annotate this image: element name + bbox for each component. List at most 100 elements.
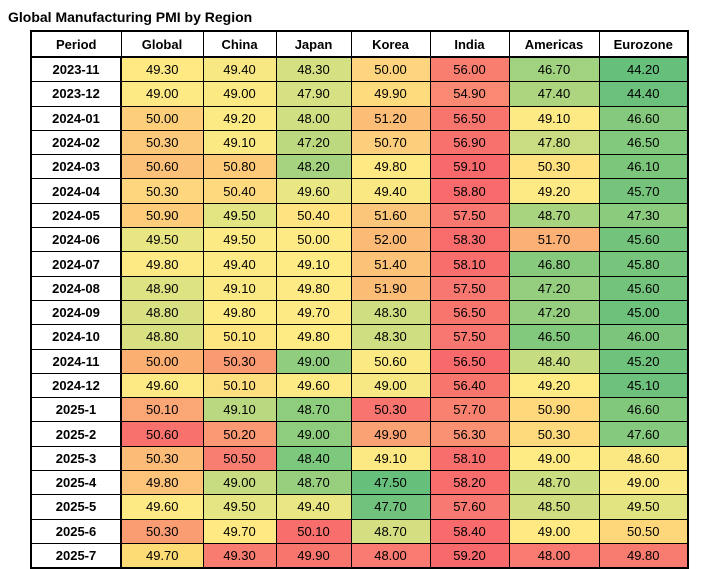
- value-cell-americas: 46.50: [508, 324, 600, 350]
- period-cell: 2025-4: [30, 470, 122, 496]
- value-cell-india: 56.40: [429, 372, 510, 399]
- value-cell-americas: 48.70: [508, 202, 600, 229]
- value-cell-china: 49.40: [202, 56, 277, 83]
- period-cell: 2025-6: [30, 518, 122, 544]
- value-cell-japan: 48.70: [275, 470, 352, 496]
- period-cell: 2025-1: [30, 397, 122, 423]
- table-header: Period Global China Japan Korea India Americas…: [30, 30, 689, 58]
- value-cell-china: 49.00: [202, 470, 277, 496]
- value-cell-korea: 49.10: [350, 445, 431, 472]
- value-cell-global: 49.60: [120, 494, 204, 520]
- value-cell-americas: 46.70: [508, 56, 600, 83]
- value-cell-korea: 48.30: [350, 299, 431, 326]
- value-cell-china: 49.20: [202, 105, 277, 131]
- value-cell-china: 50.30: [202, 348, 277, 374]
- table-row: 2024-11 50.00 50.30 49.00 50.60 56.50 48.40 45.…: [30, 348, 689, 374]
- table-row: 2024-09 48.80 49.80 49.70 48.30 56.50 47.20 45.…: [30, 299, 689, 326]
- value-cell-global: 48.80: [120, 324, 204, 350]
- value-cell-americas: 51.70: [508, 227, 600, 253]
- value-cell-korea: 51.20: [350, 105, 431, 131]
- value-cell-india: 56.50: [429, 299, 510, 326]
- value-cell-global: 50.00: [120, 348, 204, 374]
- value-cell-china: 49.40: [202, 251, 277, 277]
- table-row: 2025-5 49.60 49.50 49.40 47.70 57.60 48.50 49.5…: [30, 494, 689, 520]
- value-cell-eurozone: 44.20: [598, 56, 689, 83]
- value-cell-india: 56.90: [429, 129, 510, 156]
- value-cell-global: 50.30: [120, 129, 204, 156]
- value-cell-global: 49.80: [120, 251, 204, 277]
- value-cell-india: 58.10: [429, 251, 510, 277]
- value-cell-china: 49.50: [202, 227, 277, 253]
- value-cell-china: 49.10: [202, 129, 277, 156]
- value-cell-korea: 49.00: [350, 372, 431, 399]
- value-cell-eurozone: 46.60: [598, 105, 689, 131]
- value-cell-japan: 49.00: [275, 421, 352, 447]
- value-cell-india: 57.50: [429, 324, 510, 350]
- value-cell-korea: 47.70: [350, 494, 431, 520]
- value-cell-china: 50.80: [202, 154, 277, 180]
- table-row: 2025-4 49.80 49.00 48.70 47.50 58.20 48.70 49.0…: [30, 470, 689, 496]
- period-cell: 2025-2: [30, 421, 122, 447]
- period-cell: 2023-11: [30, 56, 122, 83]
- value-cell-americas: 47.80: [508, 129, 600, 156]
- value-cell-china: 49.10: [202, 275, 277, 301]
- value-cell-eurozone: 46.60: [598, 397, 689, 423]
- value-cell-americas: 48.50: [508, 494, 600, 520]
- value-cell-china: 50.50: [202, 445, 277, 472]
- value-cell-global: 50.10: [120, 397, 204, 423]
- value-cell-eurozone: 45.80: [598, 251, 689, 277]
- value-cell-korea: 51.60: [350, 202, 431, 229]
- value-cell-eurozone: 49.80: [598, 542, 689, 569]
- value-cell-eurozone: 46.10: [598, 154, 689, 180]
- pmi-heatmap-table: Period Global China Japan Korea India Americas…: [30, 30, 689, 569]
- value-cell-global: 49.80: [120, 470, 204, 496]
- page-title: Global Manufacturing PMI by Region: [8, 9, 253, 25]
- value-cell-global: 49.00: [120, 81, 204, 107]
- value-cell-americas: 49.00: [508, 518, 600, 544]
- table-row: 2023-12 49.00 49.00 47.90 49.90 54.90 47.40 44.…: [30, 81, 689, 107]
- value-cell-japan: 50.10: [275, 518, 352, 544]
- value-cell-korea: 50.00: [350, 56, 431, 83]
- value-cell-americas: 49.10: [508, 105, 600, 131]
- value-cell-china: 49.00: [202, 81, 277, 107]
- value-cell-india: 59.10: [429, 154, 510, 180]
- period-cell: 2023-12: [30, 81, 122, 107]
- value-cell-korea: 48.30: [350, 324, 431, 350]
- value-cell-korea: 52.00: [350, 227, 431, 253]
- value-cell-china: 50.10: [202, 372, 277, 399]
- value-cell-eurozone: 45.00: [598, 299, 689, 326]
- value-cell-china: 50.40: [202, 178, 277, 204]
- value-cell-americas: 48.00: [508, 542, 600, 569]
- period-cell: 2024-11: [30, 348, 122, 374]
- table-row: 2025-2 50.60 50.20 49.00 49.90 56.30 50.30 47.6…: [30, 421, 689, 447]
- value-cell-korea: 50.70: [350, 129, 431, 156]
- value-cell-eurozone: 45.60: [598, 275, 689, 301]
- value-cell-india: 58.10: [429, 445, 510, 472]
- value-cell-japan: 47.20: [275, 129, 352, 156]
- value-cell-eurozone: 45.10: [598, 372, 689, 399]
- value-cell-global: 49.30: [120, 56, 204, 83]
- value-cell-china: 50.20: [202, 421, 277, 447]
- value-cell-india: 58.20: [429, 470, 510, 496]
- value-cell-india: 56.50: [429, 105, 510, 131]
- value-cell-eurozone: 49.00: [598, 470, 689, 496]
- value-cell-japan: 49.00: [275, 348, 352, 374]
- value-cell-japan: 49.90: [275, 542, 352, 569]
- value-cell-americas: 47.20: [508, 299, 600, 326]
- value-cell-india: 56.50: [429, 348, 510, 374]
- column-header-global: Global: [120, 30, 204, 58]
- value-cell-japan: 49.80: [275, 275, 352, 301]
- value-cell-global: 50.30: [120, 178, 204, 204]
- value-cell-india: 58.80: [429, 178, 510, 204]
- value-cell-korea: 50.60: [350, 348, 431, 374]
- value-cell-india: 59.20: [429, 542, 510, 569]
- table-row: 2024-04 50.30 50.40 49.60 49.40 58.80 49.20 45.…: [30, 178, 689, 204]
- period-cell: 2024-08: [30, 275, 122, 301]
- table-row: 2024-06 49.50 49.50 50.00 52.00 58.30 51.70 45.…: [30, 227, 689, 253]
- value-cell-eurozone: 45.60: [598, 227, 689, 253]
- table-row: 2024-12 49.60 50.10 49.60 49.00 56.40 49.20 45.…: [30, 372, 689, 399]
- value-cell-india: 57.60: [429, 494, 510, 520]
- value-cell-china: 49.70: [202, 518, 277, 544]
- value-cell-japan: 50.40: [275, 202, 352, 229]
- value-cell-americas: 50.30: [508, 421, 600, 447]
